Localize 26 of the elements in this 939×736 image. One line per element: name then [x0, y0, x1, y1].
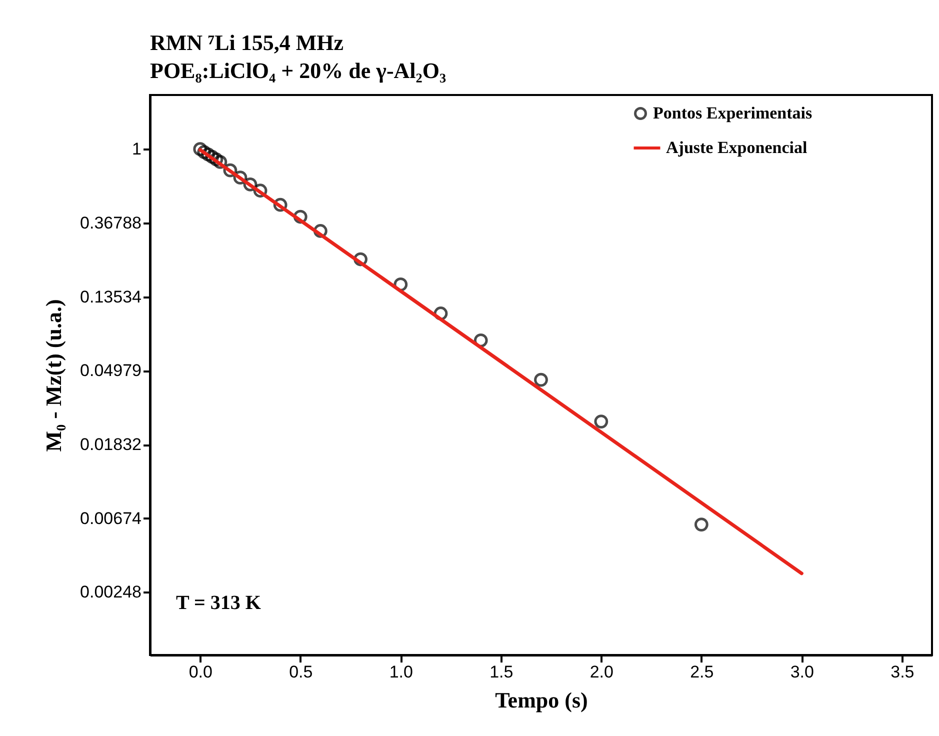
annotation: T = 313 K: [176, 592, 262, 614]
y-tick-label: 0.13534: [80, 287, 142, 306]
y-tick-label: 0.01832: [80, 435, 142, 454]
point: [694, 518, 708, 532]
x-tick-label: 1.0: [389, 662, 413, 682]
y-axis-title: M₀ - Mz(t) (u.a.): [41, 299, 66, 452]
y-tick-label: 1: [132, 140, 142, 159]
chart-title: RMN ⁷Li 155,4 MHz: [150, 30, 344, 55]
legend-label: Pontos Experimentais: [653, 104, 813, 122]
point: [534, 372, 548, 387]
y-tick-label: 0.00248: [80, 582, 142, 602]
y-tick-label: 0.36788: [80, 213, 142, 232]
legend-label: Ajuste Exponencial: [666, 138, 808, 157]
point: [193, 142, 208, 156]
y-tick-label: 0.00674: [80, 508, 142, 528]
x-tick-label: 0.0: [188, 662, 212, 682]
x-tick-label: 2.0: [590, 662, 614, 682]
x-tick-label: 3.0: [790, 662, 814, 682]
x-axis-title: Tempo (s): [495, 688, 588, 712]
x-tick-label: 1.5: [490, 662, 514, 682]
point: [594, 414, 608, 428]
x-tick-label: 3.5: [890, 662, 914, 682]
x-tick-label: 2.5: [690, 662, 714, 682]
y-tick-label: 0.04979: [80, 361, 142, 380]
chart-subtitle: POE₈:LiClO₄ + 20% de γ-Al₂O₃: [150, 58, 446, 83]
x-tick-label: 0.5: [289, 662, 313, 682]
